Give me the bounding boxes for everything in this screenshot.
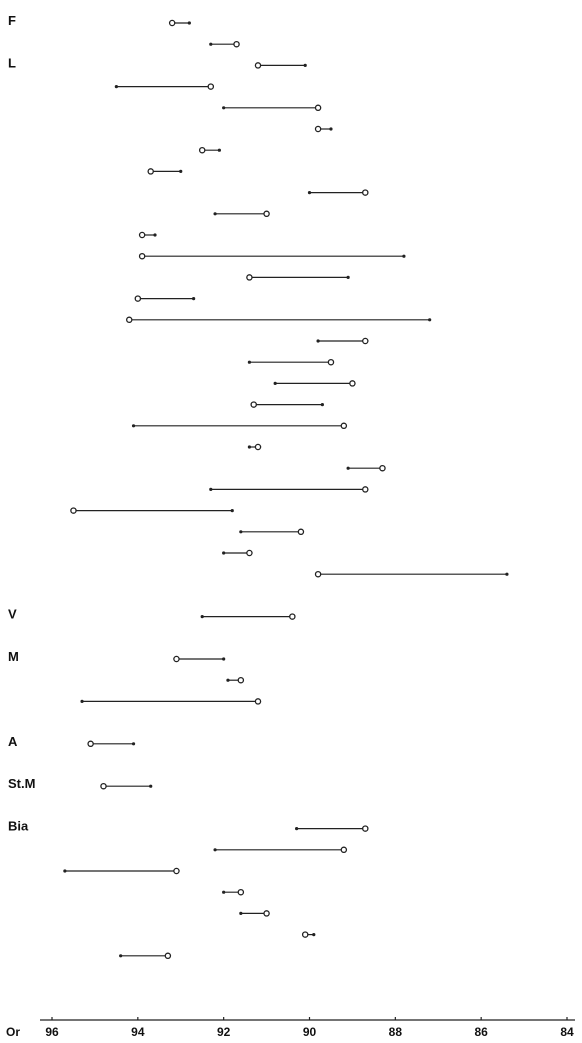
range-closed-end-19 bbox=[131, 424, 136, 428]
range-closed-end-18 bbox=[320, 403, 324, 407]
range-open-end-16 bbox=[327, 358, 335, 366]
range-open-end-6 bbox=[198, 146, 206, 154]
group-label-4: A bbox=[8, 734, 18, 749]
range-closed-end-12 bbox=[346, 275, 350, 279]
range-open-end-15 bbox=[362, 337, 369, 345]
range-open-end-31 bbox=[87, 740, 94, 748]
range-open-end-35 bbox=[173, 867, 180, 875]
range-closed-end-3 bbox=[114, 85, 118, 89]
range-closed-end-6 bbox=[217, 148, 221, 152]
range-closed-end-16 bbox=[247, 360, 252, 364]
range-closed-end-38 bbox=[312, 933, 316, 937]
range-open-end-32 bbox=[100, 782, 107, 790]
range-open-end-26 bbox=[314, 570, 322, 578]
range-open-end-36 bbox=[237, 888, 245, 896]
range-open-end-38 bbox=[301, 931, 309, 938]
range-segments bbox=[63, 19, 509, 960]
range-open-end-9 bbox=[263, 210, 270, 218]
range-open-end-37 bbox=[263, 910, 270, 917]
range-open-end-29 bbox=[237, 676, 245, 684]
range-closed-end-28 bbox=[222, 657, 226, 661]
group-label-5: St.M bbox=[8, 776, 35, 791]
range-open-end-13 bbox=[134, 295, 142, 302]
range-open-end-12 bbox=[246, 274, 253, 281]
range-open-end-1 bbox=[233, 40, 240, 48]
range-closed-end-35 bbox=[63, 869, 67, 873]
range-closed-end-9 bbox=[213, 212, 217, 216]
range-closed-end-25 bbox=[222, 551, 226, 555]
x-axis: Or 96 94 92 90 88 86 84 bbox=[6, 1017, 575, 1039]
range-closed-end-34 bbox=[213, 848, 217, 852]
range-open-end-10 bbox=[138, 231, 146, 239]
range-open-end-18 bbox=[250, 401, 257, 408]
range-closed-end-31 bbox=[131, 742, 136, 746]
range-open-end-24 bbox=[297, 528, 305, 536]
range-open-end-33 bbox=[362, 825, 369, 832]
range-open-end-25 bbox=[246, 549, 253, 557]
range-open-end-39 bbox=[164, 952, 172, 960]
range-closed-end-10 bbox=[153, 233, 157, 237]
range-closed-end-27 bbox=[200, 615, 204, 619]
x-tick-label-3: 90 bbox=[303, 1025, 317, 1039]
range-closed-end-21 bbox=[346, 466, 350, 470]
x-tick-label-0: 96 bbox=[45, 1025, 59, 1039]
range-open-end-11 bbox=[138, 252, 146, 260]
x-tick-label-5: 86 bbox=[474, 1025, 488, 1039]
range-closed-end-37 bbox=[239, 911, 243, 916]
x-axis-label: Or bbox=[6, 1025, 20, 1039]
range-closed-end-23 bbox=[230, 509, 234, 513]
group-label-2: V bbox=[8, 607, 17, 622]
range-open-end-22 bbox=[362, 486, 369, 493]
x-tick-label-1: 94 bbox=[131, 1025, 145, 1039]
range-closed-end-5 bbox=[329, 127, 333, 131]
group-label-0: F bbox=[8, 13, 16, 28]
range-closed-end-13 bbox=[192, 297, 196, 301]
range-closed-end-2 bbox=[303, 63, 307, 67]
range-open-end-0 bbox=[168, 19, 176, 27]
x-tick-label-4: 88 bbox=[389, 1025, 403, 1039]
range-open-end-21 bbox=[379, 464, 386, 472]
range-closed-end-17 bbox=[273, 381, 277, 385]
range-open-end-7 bbox=[147, 168, 154, 175]
group-label-6: Bia bbox=[8, 819, 29, 834]
range-open-end-2 bbox=[254, 62, 262, 69]
range-closed-end-22 bbox=[209, 487, 213, 491]
group-labels: F L V M A St.M Bia bbox=[8, 13, 35, 834]
range-open-end-28 bbox=[173, 655, 180, 663]
range-closed-end-30 bbox=[80, 699, 84, 704]
x-tick-label-6: 84 bbox=[560, 1025, 574, 1039]
range-open-end-8 bbox=[362, 189, 369, 196]
x-tick-label-2: 92 bbox=[217, 1025, 231, 1039]
range-closed-end-4 bbox=[222, 106, 226, 110]
range-closed-end-32 bbox=[149, 784, 153, 788]
range-open-end-17 bbox=[349, 380, 356, 387]
range-open-end-30 bbox=[254, 698, 262, 705]
range-closed-end-26 bbox=[505, 572, 509, 576]
range-closed-end-8 bbox=[307, 191, 312, 195]
range-closed-end-7 bbox=[179, 169, 183, 173]
range-closed-end-14 bbox=[428, 318, 432, 322]
group-label-1: L bbox=[8, 55, 16, 70]
range-closed-end-20 bbox=[247, 445, 252, 449]
range-open-end-3 bbox=[207, 83, 215, 90]
range-open-end-34 bbox=[340, 846, 348, 854]
range-closed-end-33 bbox=[295, 827, 299, 831]
range-closed-end-1 bbox=[209, 42, 213, 46]
range-open-end-5 bbox=[314, 125, 322, 133]
range-closed-end-39 bbox=[119, 954, 123, 958]
range-open-end-20 bbox=[254, 443, 262, 451]
range-open-end-4 bbox=[314, 104, 322, 112]
range-closed-end-24 bbox=[239, 530, 243, 534]
range-closed-end-29 bbox=[226, 678, 230, 682]
range-open-end-19 bbox=[340, 422, 348, 430]
range-open-end-14 bbox=[126, 316, 133, 324]
range-closed-end-0 bbox=[187, 21, 191, 25]
range-open-end-27 bbox=[289, 613, 296, 620]
range-closed-end-11 bbox=[402, 254, 406, 258]
range-open-end-23 bbox=[70, 507, 77, 514]
range-closed-end-36 bbox=[222, 890, 226, 894]
group-label-3: M bbox=[8, 649, 19, 664]
range-closed-end-15 bbox=[316, 339, 320, 343]
